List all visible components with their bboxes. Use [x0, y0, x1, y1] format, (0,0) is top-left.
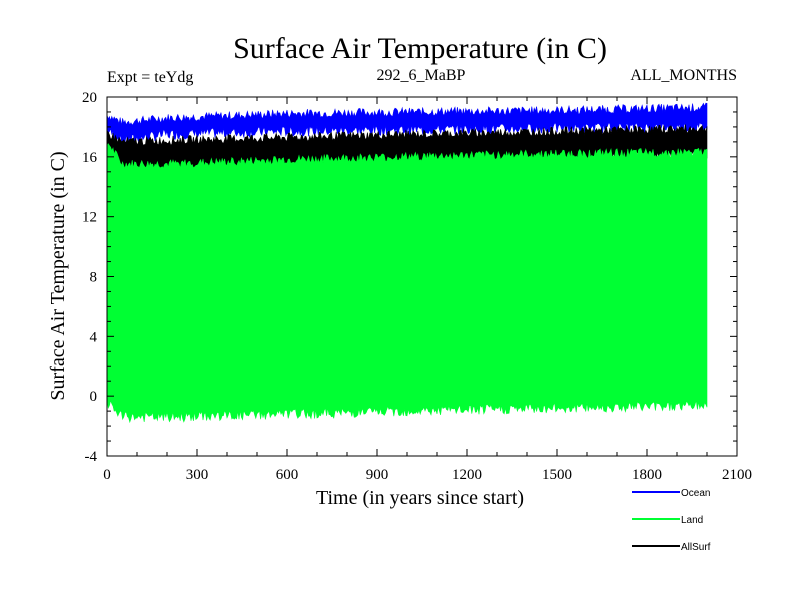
legend-label-ocean: Ocean [681, 488, 710, 499]
chart-title: Surface Air Temperature (in C) [233, 32, 607, 65]
y-tick-label: 16 [82, 150, 98, 166]
legend-label-allsurf: AllSurf [681, 542, 711, 553]
x-axis-label: Time (in years since start) [316, 487, 524, 509]
x-tick-label: 600 [276, 467, 299, 483]
y-tick-label: -4 [85, 449, 98, 465]
y-tick-label: 20 [82, 90, 97, 106]
y-tick-label: 0 [90, 389, 98, 405]
y-tick-label: 8 [90, 270, 98, 286]
experiment-label: Expt = teYdg [107, 69, 193, 86]
axes: 0 300 600 900 1200 1500 1800 2100 -4 0 4 8 12 16 20 [82, 90, 752, 483]
legend-label-land: Land [681, 515, 703, 526]
x-tick-label: 900 [366, 467, 389, 483]
y-axis-label: Surface Air Temperature (in C) [47, 151, 69, 400]
run-label: 292_6_MaBP [377, 67, 466, 84]
y-tick-label: 12 [82, 210, 97, 226]
plot-area [106, 102, 708, 424]
x-tick-label: 1800 [632, 467, 662, 483]
y-tick-label: 4 [90, 329, 98, 345]
x-tick-label: 300 [186, 467, 209, 483]
legend: Ocean Land AllSurf [632, 488, 711, 553]
series-land [106, 143, 708, 424]
months-label: ALL_MONTHS [630, 67, 737, 84]
x-tick-label: 1200 [452, 467, 482, 483]
x-tick-label: 1500 [542, 467, 572, 483]
x-tick-label: 0 [103, 467, 111, 483]
x-tick-label: 2100 [722, 467, 752, 483]
